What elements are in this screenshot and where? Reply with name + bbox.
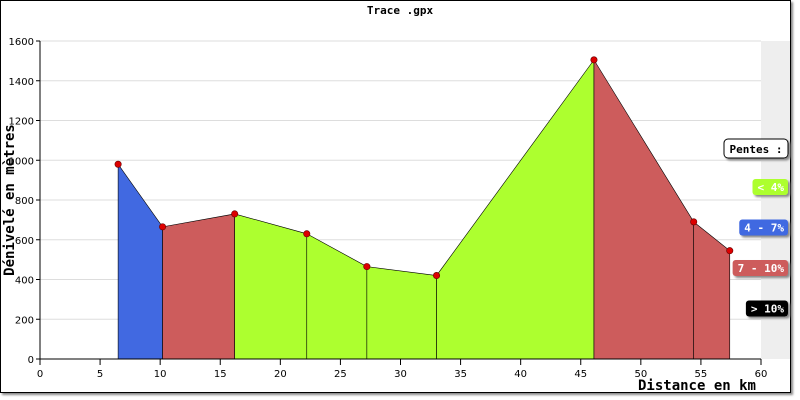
y-tick-label: 1200 xyxy=(9,117,34,128)
x-tick-label: 35 xyxy=(454,369,467,380)
x-tick-label: 30 xyxy=(394,369,407,380)
y-tick-label: 0 xyxy=(28,355,34,366)
x-tick-label: 10 xyxy=(154,369,167,380)
x-tick-label: 55 xyxy=(695,369,708,380)
x-tick-label: 40 xyxy=(514,369,527,380)
x-tick-label: 25 xyxy=(334,369,347,380)
area-segment xyxy=(234,213,308,360)
y-tick-label: 1600 xyxy=(9,37,34,48)
point-marker xyxy=(590,56,598,64)
plot-area: 0 200 400 600 800 1000 1200 1400 1600 0 5 10 15 20 25 3… xyxy=(9,37,768,380)
legend-title-box xyxy=(723,138,789,159)
y-tick-label: 200 xyxy=(15,315,34,326)
point-marker xyxy=(114,160,122,168)
legend-label: 4 - 7% xyxy=(744,222,784,235)
point-marker xyxy=(433,272,441,280)
area-segment xyxy=(162,213,235,360)
x-tick-label: 20 xyxy=(274,369,287,380)
y-tick-label: 800 xyxy=(15,196,34,207)
x-axis-label: Distance en km xyxy=(638,378,756,394)
legend-title: Pentes : xyxy=(730,143,783,156)
x-tick-label: 5 xyxy=(97,369,103,380)
legend-swatch xyxy=(752,179,788,195)
legend-label: > 10% xyxy=(751,303,784,316)
y-tick-label: 1400 xyxy=(9,77,34,88)
x-tick-label: 15 xyxy=(214,369,227,380)
legend-swatch xyxy=(739,219,788,236)
y-tick-label: 600 xyxy=(15,236,34,247)
x-tick-label: 60 xyxy=(755,369,768,380)
point-marker xyxy=(303,230,311,238)
y-tick-label: 400 xyxy=(15,276,34,287)
legend-swatch xyxy=(745,300,788,317)
y-axis-label: Dénivelé en mètres xyxy=(2,124,18,276)
point-marker xyxy=(231,210,239,218)
chart-title: Trace .gpx xyxy=(367,4,434,17)
x-tick-label: 50 xyxy=(634,369,647,380)
area-segment xyxy=(366,266,437,360)
point-marker xyxy=(159,223,167,231)
legend-label: < 4% xyxy=(758,181,785,194)
point-marker xyxy=(363,263,371,271)
x-tick-label: 45 xyxy=(574,369,587,380)
legend: Pentes : < 4% 4 - 7% 7 - 10% > 10% xyxy=(723,138,789,317)
point-marker xyxy=(690,218,698,226)
x-tick-label: 0 xyxy=(37,369,43,380)
legend-label: 7 - 10% xyxy=(738,262,785,275)
point-marker xyxy=(726,247,734,255)
legend-swatch xyxy=(732,260,788,276)
y-tick-label: 1000 xyxy=(9,156,34,167)
